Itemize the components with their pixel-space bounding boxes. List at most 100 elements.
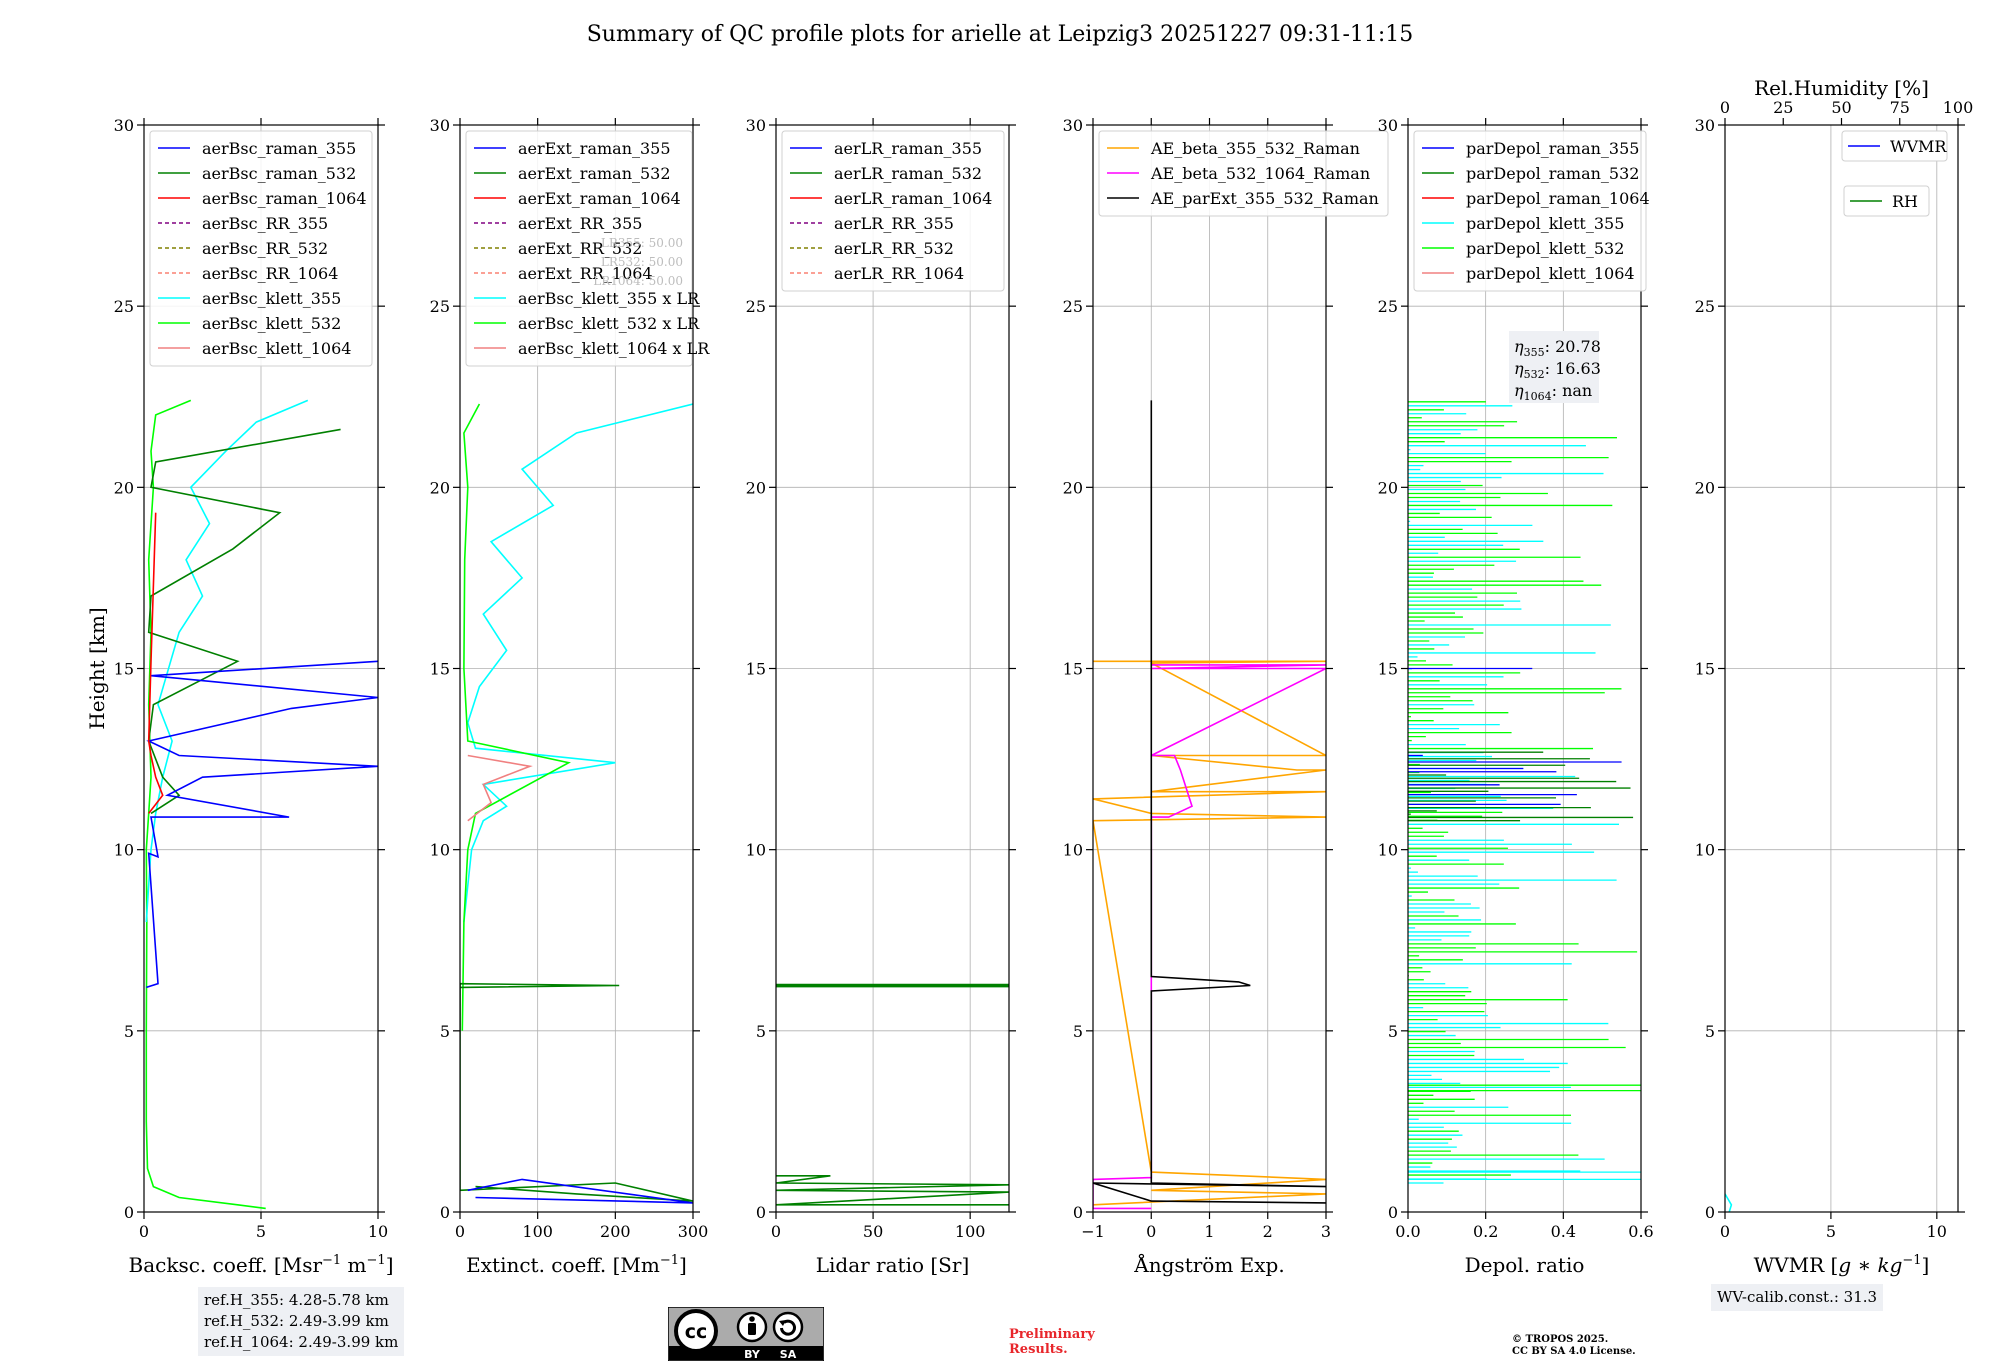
- legend-label: aerExt_raman_355: [518, 139, 671, 158]
- legend-label: parDepol_raman_355: [1466, 139, 1639, 158]
- y-tick-label: 25: [430, 297, 450, 316]
- reference-height-box: ref.H_355: 4.28-5.78 km ref.H_532: 2.49-…: [198, 1287, 405, 1356]
- y-tick-label: 15: [114, 660, 134, 679]
- legend-label: aerBsc_RR_355: [202, 214, 328, 233]
- legend-box: [1841, 130, 1948, 162]
- legend-label: aerExt_RR_355: [518, 214, 642, 233]
- y-tick-label: 15: [1695, 660, 1715, 679]
- legend-label: aerBsc_klett_1064: [202, 339, 351, 358]
- legend-box: [1413, 130, 1647, 292]
- legend-label: aerBsc_klett_355: [202, 289, 341, 308]
- legend-wvmr: WVMR RH: [1841, 130, 1948, 217]
- series-line-aerBsc_klett_532: [145, 399, 266, 1210]
- rh-axis-label: Rel.Humidity [%]: [1754, 76, 1929, 100]
- y-tick-label: 20: [1695, 478, 1715, 497]
- legend-label: aerBsc_raman_532: [202, 164, 356, 183]
- legend-label: aerBsc_RR_532: [202, 239, 328, 258]
- y-tick-label: 30: [430, 116, 450, 135]
- cc-by-sa-icon: cc BY SA: [667, 1306, 825, 1362]
- y-tick-label: 25: [114, 297, 134, 316]
- legend-box: [781, 130, 1005, 292]
- legend-label: aerExt_RR_532: [518, 239, 642, 258]
- x-axis-label: Lidar ratio [Sr]: [816, 1253, 970, 1277]
- eta-box: [1509, 331, 1599, 403]
- subplot-lidar_ratio: 0 50 100 0 5 10 15 20 25 30 Lidar ratio [Sr] aerLR_…: [746, 116, 1016, 1277]
- x-tick-label: 2: [1263, 1222, 1273, 1241]
- series-line-aerLR_raman_532_low: [776, 1175, 1009, 1206]
- series-line-aerExt_raman_532: [460, 982, 693, 1202]
- x-tick-label: 1: [1204, 1222, 1214, 1241]
- rh-tick-label: 100: [1943, 98, 1974, 117]
- y-tick-label: 0: [124, 1203, 134, 1222]
- y-tick-label: 5: [124, 1022, 134, 1041]
- plot-area-extinction: [460, 403, 693, 1204]
- x-axis-label: Backsc. coeff. [Msr−1 m−1]: [129, 1253, 394, 1277]
- wv-calibration-constant: WV-calib.const.: 31.3: [1717, 1288, 1878, 1306]
- legend-label: parDepol_klett_1064: [1466, 264, 1635, 283]
- y-tick-label: 5: [1705, 1022, 1715, 1041]
- y-tick-label: 30: [1063, 116, 1083, 135]
- subplot-depol: 0.0 0.2 0.4 0.6 0 5 10 15 20 25 30 Depol. ratio parD…: [1378, 116, 1654, 1277]
- y-tick-label: 15: [1378, 660, 1398, 679]
- copyright-note: © TROPOS 2025. CC BY SA 4.0 License.: [1512, 1334, 1636, 1358]
- legend-label: aerExt_raman_532: [518, 164, 671, 183]
- copyright-line-2: CC BY SA 4.0 License.: [1512, 1346, 1636, 1357]
- legend-label: aerBsc_raman_355: [202, 139, 356, 158]
- eta-value: η1064: nan: [1514, 381, 1592, 403]
- series-line-aerBsc_raman_532: [147, 428, 341, 815]
- x-tick-label: −1: [1081, 1222, 1105, 1241]
- y-tick-label: 10: [1378, 841, 1398, 860]
- y-tick-label: 20: [1378, 478, 1398, 497]
- legend-label: aerLR_RR_1064: [834, 264, 964, 283]
- y-tick-label: 5: [1073, 1022, 1083, 1041]
- y-tick-label: 15: [1063, 660, 1083, 679]
- y-tick-label: 0: [1705, 1203, 1715, 1222]
- x-tick-label: 3: [1321, 1222, 1331, 1241]
- figure-title: Summary of QC profile plots for arielle …: [586, 22, 1414, 47]
- legend-label: aerLR_raman_1064: [834, 189, 992, 208]
- series-line-aerBsc_raman_355: [146, 660, 378, 989]
- y-tick-label: 25: [1063, 297, 1083, 316]
- legend-label: aerBsc_klett_1064 x LR: [518, 339, 710, 358]
- legend-label: RH: [1892, 192, 1918, 211]
- rh-tick-label: 50: [1831, 98, 1851, 117]
- y-tick-label: 30: [746, 116, 766, 135]
- subplot-backscatter: 0 5 10 0 5 10 15 20 25 30 Backsc. coeff. [Msr−1 m−…: [85, 116, 394, 1277]
- x-tick-label: 5: [256, 1222, 266, 1241]
- legend-label: parDepol_klett_532: [1466, 239, 1624, 258]
- x-tick-label: 0.6: [1628, 1222, 1653, 1241]
- x-tick-label: 100: [955, 1222, 986, 1241]
- legend-label: aerLR_raman_532: [834, 164, 982, 183]
- legend-label: parDepol_klett_355: [1466, 214, 1624, 233]
- ref-height-532: ref.H_532: 2.49-3.99 km: [204, 1312, 389, 1330]
- x-tick-label: 0: [771, 1222, 781, 1241]
- y-axis-label: Height [km]: [85, 607, 109, 729]
- plot-area-depol: [1408, 401, 1641, 1184]
- x-tick-label: 10: [1927, 1222, 1947, 1241]
- series-line-aerBsc_klett_355 x LR: [463, 403, 693, 923]
- series-line-aerLR_raman_532: [776, 983, 1009, 988]
- plot-area-wvmr: [1725, 1193, 1733, 1212]
- x-tick-label: 50: [863, 1222, 883, 1241]
- legend-extinction: aerExt_raman_355 aerExt_raman_532 aerExt_r…: [465, 130, 710, 367]
- x-tick-label: 0: [139, 1222, 149, 1241]
- y-tick-label: 0: [1388, 1203, 1398, 1222]
- y-tick-label: 10: [1695, 841, 1715, 860]
- y-tick-label: 15: [430, 660, 450, 679]
- x-axis-label: Extinct. coeff. [Mm−1]: [466, 1253, 687, 1277]
- series-line-aerExt_raman_355: [467, 1178, 693, 1204]
- series-line-WVMR: [1725, 1193, 1733, 1212]
- x-tick-label: 0: [1720, 1222, 1730, 1241]
- x-tick-label: 10: [368, 1222, 388, 1241]
- y-tick-label: 0: [1073, 1203, 1083, 1222]
- series-line-AE_parExt_355_532_Raman: [1093, 400, 1326, 1204]
- legend-box: [149, 130, 373, 367]
- legend-label: aerExt_raman_1064: [518, 189, 681, 208]
- y-tick-label: 10: [1063, 841, 1083, 860]
- legend-label: aerBsc_klett_355 x LR: [518, 289, 700, 308]
- series-line-aerBsc_klett_1064 x LR: [467, 754, 533, 822]
- lidar-ratio-note: LR1064: 50.00: [593, 274, 683, 288]
- x-tick-label: 0.0: [1395, 1222, 1420, 1241]
